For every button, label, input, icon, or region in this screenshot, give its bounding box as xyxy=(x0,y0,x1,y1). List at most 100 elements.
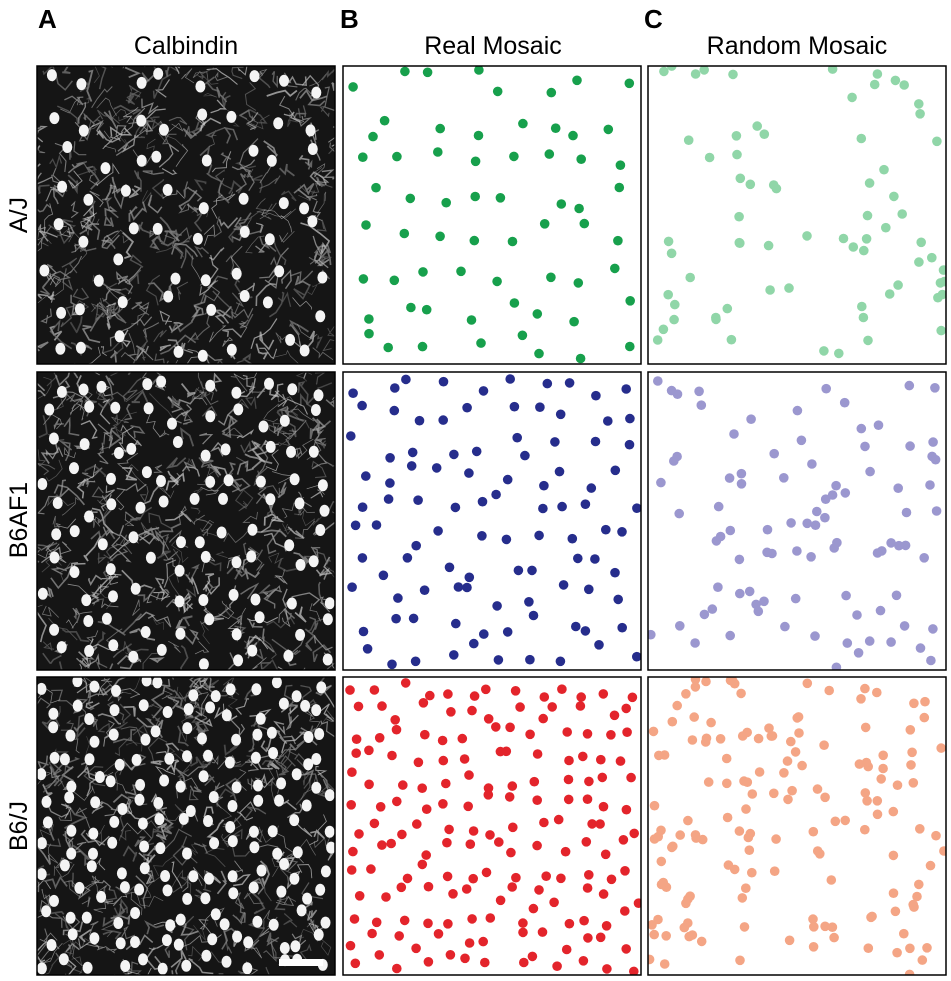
cell-dot xyxy=(464,770,474,780)
dendrite xyxy=(62,939,74,956)
cell-body xyxy=(315,524,326,536)
cell-dot xyxy=(820,792,830,803)
cell-body xyxy=(302,892,313,905)
cell-dot xyxy=(364,328,374,339)
cell-body xyxy=(232,930,243,943)
cell-body xyxy=(109,815,120,828)
cell-dot xyxy=(361,220,371,230)
dendrite xyxy=(116,482,147,493)
cell-body xyxy=(97,538,108,551)
dendrite xyxy=(194,245,210,258)
cell-dot xyxy=(891,590,902,601)
dendrite xyxy=(193,842,208,854)
cell-dot xyxy=(745,179,756,190)
cell-body xyxy=(48,432,59,445)
cell-body xyxy=(278,197,289,210)
dendrite xyxy=(199,432,214,445)
cell-dot xyxy=(362,644,373,654)
cell-dot xyxy=(502,474,513,485)
dendrite xyxy=(260,662,271,670)
dendrite xyxy=(213,216,222,238)
cell-body xyxy=(303,758,314,771)
cell-dot xyxy=(492,601,502,611)
dendrite xyxy=(236,460,254,475)
dendrite xyxy=(233,398,249,409)
dendrite xyxy=(245,395,257,409)
cell-body xyxy=(110,401,121,414)
cell-dot xyxy=(899,928,909,939)
dendrite xyxy=(209,325,227,343)
cell-dot xyxy=(737,731,748,741)
cell-body xyxy=(258,420,269,433)
cell-body xyxy=(239,225,250,238)
cell-dot xyxy=(381,892,391,902)
dendrite xyxy=(41,889,52,901)
cell-dot xyxy=(675,830,685,840)
panel-background xyxy=(343,372,641,670)
dendrite xyxy=(238,321,248,338)
dendrite xyxy=(233,873,251,887)
dendrite xyxy=(121,925,136,940)
cell-body xyxy=(84,510,94,523)
cell-dot xyxy=(421,304,432,315)
cell-body xyxy=(130,936,140,948)
cell-body xyxy=(273,117,284,130)
dendrite xyxy=(89,190,104,208)
cell-dot xyxy=(506,847,516,858)
cell-dot xyxy=(369,685,380,695)
cell-dot xyxy=(901,507,912,518)
dendrite xyxy=(235,911,246,924)
dendrite xyxy=(263,403,280,423)
cell-dot xyxy=(873,420,884,431)
dendrite xyxy=(41,541,55,552)
cell-dot xyxy=(368,131,378,142)
cell-body xyxy=(279,942,290,954)
cell-dot xyxy=(809,922,819,932)
dendrite xyxy=(133,170,142,192)
cell-body xyxy=(268,747,279,759)
cell-dot xyxy=(539,219,550,229)
dendrite xyxy=(235,769,247,791)
dendrite xyxy=(162,189,185,199)
dendrite xyxy=(313,836,331,849)
cell-dot xyxy=(613,235,623,246)
cell-dot xyxy=(894,540,904,551)
cell-dot xyxy=(878,763,888,774)
cell-body xyxy=(226,343,237,356)
dendrite xyxy=(54,912,71,932)
cell-body xyxy=(207,933,218,946)
cell-body xyxy=(159,774,170,787)
dendrite xyxy=(105,375,115,396)
cell-body xyxy=(301,799,312,812)
cell-body xyxy=(130,907,141,919)
dendrite xyxy=(151,178,165,200)
cell-dot xyxy=(417,341,428,352)
cell-body xyxy=(272,847,283,860)
cell-body xyxy=(209,837,220,850)
cell-body xyxy=(72,699,83,712)
dendrite xyxy=(238,108,256,121)
cell-dot xyxy=(658,324,669,335)
dendrite xyxy=(307,283,318,296)
cell-dot xyxy=(806,552,816,562)
cell-dot xyxy=(433,526,443,536)
dendrite xyxy=(248,888,266,915)
cell-dot xyxy=(425,690,435,701)
cell-dot xyxy=(507,882,517,892)
cell-dot xyxy=(554,466,565,477)
cell-body xyxy=(317,479,328,492)
cell-dot xyxy=(783,794,793,805)
dendrite xyxy=(50,564,74,590)
cell-dot xyxy=(722,303,733,314)
cell-body xyxy=(67,928,78,941)
cell-dot xyxy=(931,830,941,841)
dendrite xyxy=(277,395,296,405)
dendrite xyxy=(96,129,120,143)
cell-body xyxy=(231,556,242,569)
cell-body xyxy=(253,794,264,807)
cell-body xyxy=(59,753,70,766)
cell-dot xyxy=(347,582,357,592)
cell-body xyxy=(81,594,92,607)
dendrite xyxy=(255,343,269,360)
dendrite xyxy=(99,824,105,846)
